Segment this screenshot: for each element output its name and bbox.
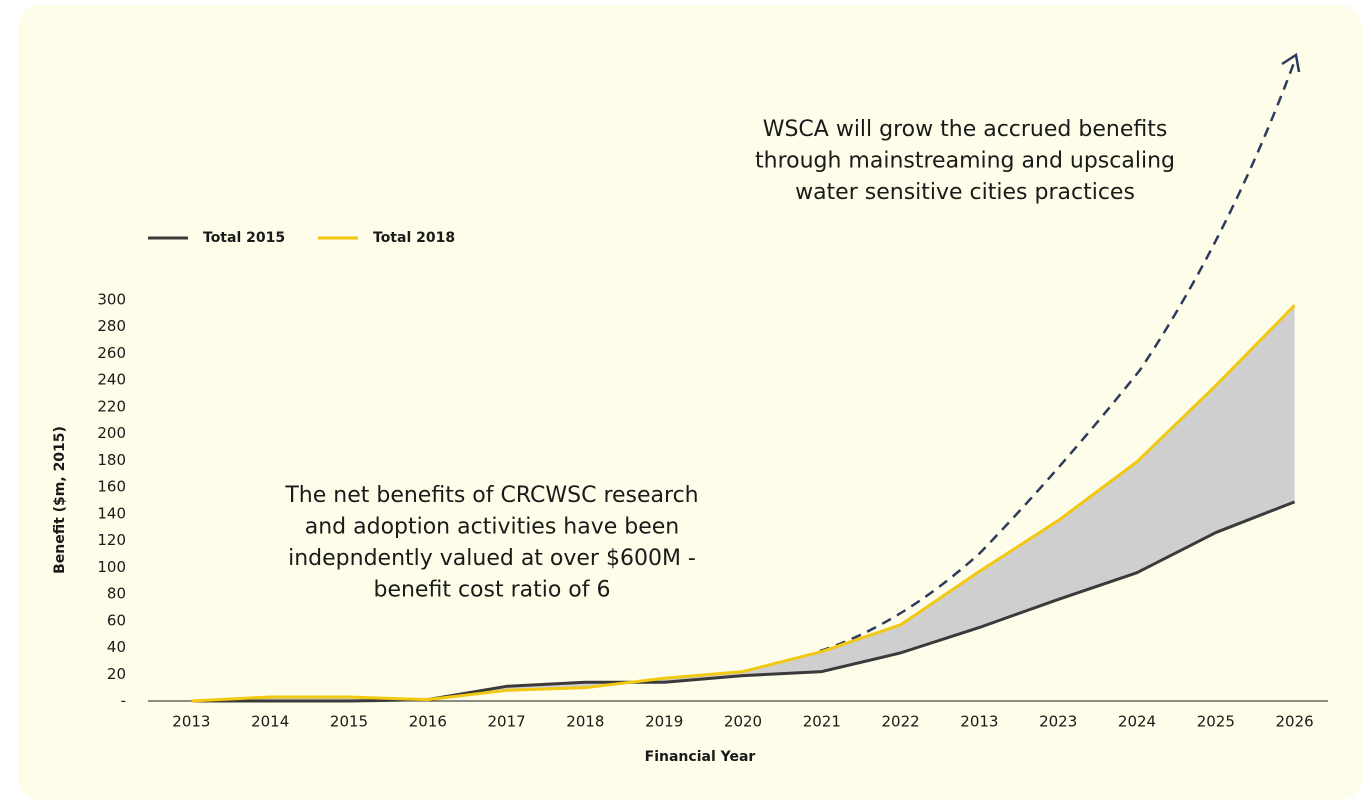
x-tick-label: 2013 — [172, 713, 210, 731]
x-tick-label: 2026 — [1276, 713, 1314, 731]
y-axis-label: Benefit ($m, 2015) — [52, 426, 68, 574]
legend-label: Total 2018 — [373, 230, 455, 246]
y-tick-label: 260 — [97, 344, 126, 362]
y-tick-label: 140 — [97, 504, 126, 522]
x-tick-label: 2015 — [330, 713, 368, 731]
series-line — [191, 500, 1296, 703]
x-tick-label: 2018 — [566, 713, 604, 731]
annotation: benefit cost ratio of 6 — [373, 578, 610, 603]
projection-arrow — [819, 59, 1297, 653]
x-tick-label: 2016 — [409, 713, 447, 731]
x-axis-label: Financial Year — [645, 749, 756, 765]
x-tick-label: 2024 — [1118, 713, 1156, 731]
x-tick-label: 2013 — [960, 713, 998, 731]
difference-area — [191, 305, 1295, 701]
y-tick-label: 20 — [107, 665, 126, 683]
y-tick-label: 300 — [97, 291, 126, 309]
y-tick-label: 40 — [107, 638, 126, 656]
annotation: WSCA will grow the accrued benefits — [763, 117, 1168, 142]
x-tick-label: 2022 — [882, 713, 920, 731]
x-tick-label: 2023 — [1039, 713, 1077, 731]
x-tick-label: 2019 — [645, 713, 683, 731]
series-line — [191, 304, 1296, 703]
x-tick-label: 2014 — [251, 713, 289, 731]
y-tick-label: 60 — [107, 611, 126, 629]
y-tick-label: 240 — [97, 371, 126, 389]
x-tick-label: 2020 — [724, 713, 762, 731]
annotation: and adoption activities have been — [305, 515, 680, 540]
y-tick-label: 180 — [97, 451, 126, 469]
annotation: water sensitive cities practices — [795, 180, 1135, 205]
y-tick-label: 100 — [97, 558, 126, 576]
y-tick-label: 160 — [97, 478, 126, 496]
y-tick-label: 280 — [97, 317, 126, 335]
y-tick-label: 80 — [107, 585, 126, 603]
arrow-head — [1281, 52, 1301, 73]
y-tick-label: - — [121, 692, 126, 710]
y-tick-label: 120 — [97, 531, 126, 549]
y-tick-label: 200 — [97, 424, 126, 442]
annotation: through mainstreaming and upscaling — [755, 149, 1175, 174]
legend-label: Total 2015 — [203, 230, 285, 246]
x-tick-label: 2021 — [803, 713, 841, 731]
x-tick-label: 2017 — [488, 713, 526, 731]
x-tick-label: 2025 — [1197, 713, 1235, 731]
annotation: The net benefits of CRCWSC research — [284, 483, 698, 508]
annotation: indepndently valued at over $600M - — [288, 546, 696, 571]
y-tick-label: 220 — [97, 397, 126, 415]
